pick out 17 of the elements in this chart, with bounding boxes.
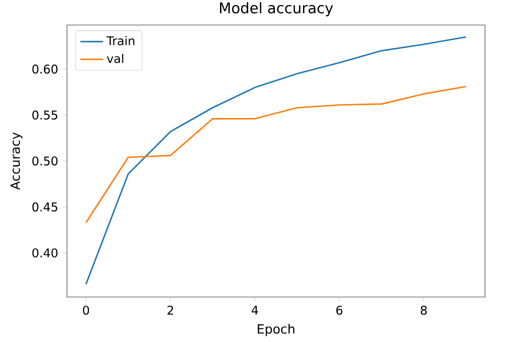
y-tick-label: 0.40 bbox=[32, 248, 58, 258]
legend-label: Train bbox=[106, 36, 134, 46]
x-tick-label: 4 bbox=[252, 306, 258, 314]
y-axis-title: Accuracy bbox=[10, 132, 22, 190]
y-tick-label: 0.60 bbox=[32, 64, 58, 74]
x-tick-label: 8 bbox=[420, 306, 427, 315]
y-tick-label: 0.45 bbox=[32, 202, 58, 212]
y-tick-label: 0.55 bbox=[32, 110, 58, 120]
line-series bbox=[85, 86, 467, 224]
x-tick-label: 6 bbox=[336, 306, 342, 315]
x-tick-label: 2 bbox=[168, 306, 174, 315]
x-tick-label: 0 bbox=[82, 306, 90, 315]
line-series bbox=[85, 36, 467, 285]
chart-title: Model accuracy bbox=[220, 2, 334, 16]
x-axis-title: Epoch bbox=[258, 324, 294, 336]
legend-label: val bbox=[106, 54, 124, 64]
y-tick-label: 0.50 bbox=[32, 156, 58, 166]
